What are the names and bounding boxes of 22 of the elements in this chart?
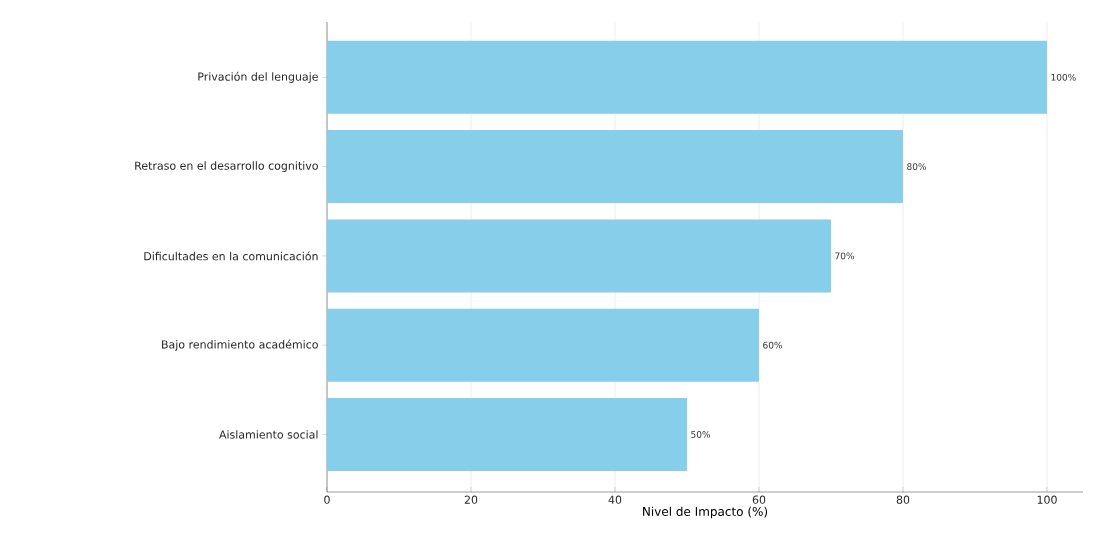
bar	[327, 308, 760, 382]
x-tick-label: 80	[896, 495, 910, 504]
x-axis-title: Nivel de Impacto (%)	[643, 506, 768, 519]
bar	[327, 40, 1048, 114]
bar	[327, 219, 832, 293]
y-tick-label: Bajo rendimiento académico	[162, 339, 318, 351]
data-label: 80%	[907, 163, 927, 171]
x-tick-label: 40	[608, 495, 622, 504]
data-label: 70%	[835, 252, 855, 260]
bar	[327, 130, 904, 204]
x-tick-label: 60	[752, 495, 766, 504]
bar	[327, 397, 688, 471]
data-label: 50%	[691, 431, 711, 438]
data-label: 60%	[763, 341, 783, 349]
x-tick-label: 20	[464, 495, 478, 504]
x-tick-label: 100	[1037, 495, 1057, 504]
y-tick-label: Aislamiento social	[219, 430, 318, 439]
y-tick-label: Privación del lenguaje	[198, 71, 318, 83]
x-tick-label: 0	[324, 495, 330, 504]
y-tick-label: Dificultades en la comunicación	[144, 251, 318, 261]
y-tick-label: Retraso en el desarrollo cognitivo	[135, 161, 318, 172]
data-label: 100%	[1051, 73, 1076, 81]
